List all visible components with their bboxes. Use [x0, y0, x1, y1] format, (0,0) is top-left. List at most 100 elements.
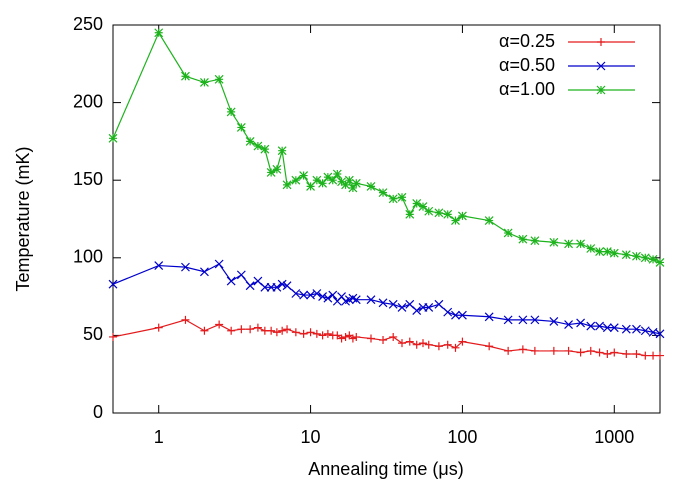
point-marker	[424, 340, 433, 349]
point-marker	[504, 346, 513, 355]
point-marker	[640, 326, 650, 336]
point-marker	[366, 181, 376, 191]
point-marker	[397, 192, 407, 202]
point-marker	[154, 323, 163, 332]
point-marker	[530, 346, 539, 355]
point-marker	[200, 267, 209, 277]
point-marker	[602, 247, 612, 257]
point-marker	[312, 329, 321, 338]
point-marker	[484, 216, 494, 225]
x-tick-label: 1	[154, 427, 164, 447]
point-marker	[603, 350, 612, 359]
point-marker	[412, 199, 422, 208]
point-marker	[649, 351, 658, 360]
point-marker	[405, 209, 415, 219]
point-marker	[656, 351, 664, 360]
point-marker	[655, 258, 665, 267]
point-marker	[484, 312, 494, 322]
point-marker	[318, 331, 327, 340]
point-marker	[282, 281, 292, 291]
point-marker	[549, 237, 559, 247]
point-marker	[277, 279, 287, 289]
point-marker	[351, 295, 361, 305]
point-marker	[388, 299, 398, 309]
point-marker	[108, 133, 118, 143]
point-marker	[576, 239, 586, 249]
point-marker	[214, 259, 224, 269]
point-marker	[227, 326, 236, 335]
point-marker	[434, 208, 444, 218]
point-marker	[434, 299, 444, 309]
point-marker	[226, 276, 236, 286]
point-marker	[328, 290, 338, 300]
point-marker	[640, 253, 650, 263]
point-marker	[200, 326, 209, 335]
point-marker	[530, 315, 540, 325]
legend-label: α=0.25	[499, 31, 555, 51]
point-marker	[576, 318, 586, 328]
point-marker	[389, 332, 398, 341]
point-marker	[451, 216, 460, 225]
point-marker	[283, 325, 292, 334]
point-marker	[518, 315, 528, 325]
point-marker	[424, 206, 434, 216]
point-marker	[485, 342, 494, 351]
y-tick-label: 0	[93, 402, 103, 422]
point-marker	[277, 146, 287, 156]
point-marker	[272, 282, 282, 292]
point-marker	[564, 239, 573, 249]
point-marker	[323, 293, 333, 303]
point-marker	[564, 320, 573, 329]
point-marker	[253, 323, 262, 332]
point-marker	[299, 290, 309, 300]
point-marker	[109, 332, 117, 341]
x-tick-label: 1000	[594, 427, 634, 447]
point-marker	[518, 345, 527, 354]
point-marker	[318, 178, 328, 188]
legend-marker	[597, 38, 605, 46]
point-marker	[323, 329, 332, 338]
point-marker	[632, 324, 641, 334]
point-marker	[412, 306, 422, 315]
point-marker	[348, 334, 357, 343]
y-tick-label: 150	[73, 169, 103, 189]
point-marker	[351, 178, 361, 188]
y-tick-label: 50	[83, 324, 103, 344]
point-marker	[236, 270, 246, 280]
point-marker	[622, 350, 631, 359]
point-marker	[443, 307, 453, 317]
point-marker	[245, 281, 255, 291]
point-marker	[291, 289, 301, 298]
point-marker	[412, 340, 421, 349]
point-marker	[253, 141, 263, 151]
point-marker	[306, 328, 315, 337]
point-marker	[367, 334, 376, 343]
y-tick-label: 100	[73, 247, 103, 267]
y-tick-label: 200	[73, 91, 103, 111]
point-marker	[586, 321, 596, 331]
point-marker	[246, 325, 255, 334]
point-marker	[549, 317, 559, 326]
point-marker	[318, 292, 328, 302]
point-marker	[564, 346, 573, 355]
point-marker	[641, 351, 650, 360]
point-marker	[154, 261, 164, 270]
point-marker	[443, 209, 453, 219]
point-marker	[458, 310, 467, 320]
point-marker	[609, 248, 619, 258]
point-marker	[458, 211, 467, 221]
legend-marker	[596, 85, 606, 95]
point-marker	[405, 337, 414, 346]
point-marker	[586, 244, 596, 253]
legend-label: α=1.00	[499, 79, 555, 99]
point-marker	[266, 168, 276, 177]
point-marker	[655, 329, 665, 339]
y-tick-label: 250	[73, 14, 103, 34]
point-marker	[181, 71, 190, 81]
point-marker	[443, 340, 452, 349]
point-marker	[648, 327, 658, 337]
point-marker	[549, 346, 558, 355]
point-marker	[260, 144, 270, 154]
